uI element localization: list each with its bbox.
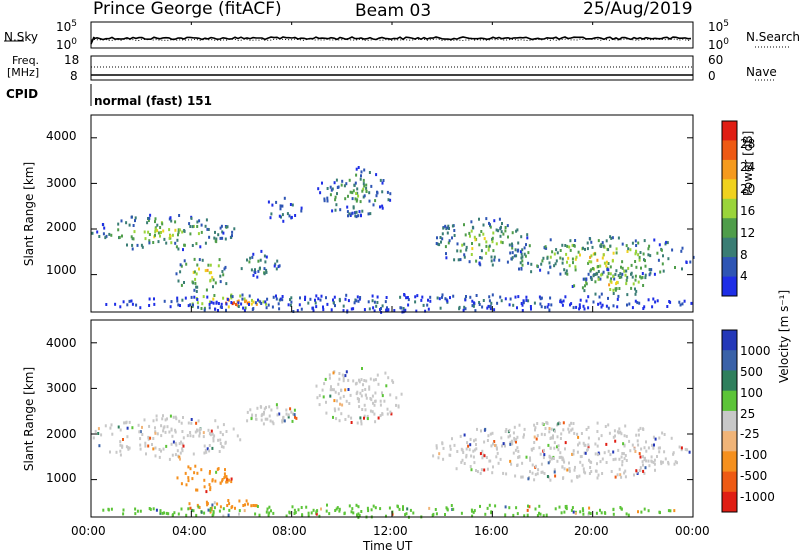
date-title: 25/Aug/2019 (583, 0, 693, 19)
vel-cbar-tick-25: 25 (740, 407, 756, 421)
nsearch-tick-top: 105 (708, 19, 730, 34)
x-tick-1: 04:00 (172, 524, 207, 538)
power-cbar-tick-12: 12 (740, 226, 756, 240)
vel-echo-region-5 (432, 421, 691, 483)
power-cbar-tick-8: 8 (740, 248, 748, 262)
power-colorbar-swatch-0 (722, 121, 737, 141)
freq-tick-bottom: 8 (70, 69, 78, 83)
vel-echo-region-4 (315, 367, 403, 426)
vel-echo-region-6 (102, 503, 676, 519)
vel-echo-region-0 (92, 414, 242, 461)
nsearch-tick-bottom: 100 (708, 37, 730, 52)
power-colorbar-swatch-7 (722, 257, 737, 277)
power-ytick-4000: 4000 (46, 129, 77, 143)
freq-tick-top: 18 (64, 53, 80, 67)
power-colorbar-swatch-3 (722, 179, 737, 200)
vel-cbar-tick-500: 500 (740, 365, 763, 379)
power-cbar-tick-16: 16 (740, 204, 756, 218)
power-echo-region-3 (240, 249, 281, 279)
power-colorbar (721, 120, 738, 297)
power-ytick-1000: 1000 (46, 263, 77, 277)
nsky-tick-top: 105 (56, 19, 78, 34)
power-colorbar-swatch-5 (722, 218, 737, 239)
vel-colorbar-swatch-6 (722, 451, 737, 472)
x-tick-5: 20:00 (574, 524, 609, 538)
vel-cbar-tick-m1000: -1000 (740, 490, 775, 504)
vel-colorbar-frame (721, 329, 738, 513)
power-colorbar-swatch-4 (722, 198, 737, 219)
vel-colorbar-swatch-7 (722, 471, 737, 493)
power-cbar-tick-20: 20 (740, 182, 756, 196)
power-echo-region-0 (91, 213, 236, 252)
power-ytick-3000: 3000 (46, 176, 77, 190)
power-echo-region-5 (317, 166, 392, 219)
power-echo-region-4 (267, 196, 303, 223)
vel-panel-frame (90, 319, 694, 518)
vel-ytick-1000: 1000 (46, 471, 77, 485)
power-echo-region-6 (435, 217, 529, 267)
x-tick-0: 00:00 (71, 524, 106, 538)
vel-colorbar-swatch-3 (722, 390, 737, 412)
vel-cbar-tick-100: 100 (740, 386, 763, 400)
vel-cbar-label: Velocity [m s⁻¹] (777, 289, 791, 383)
beam-title: Beam 03 (355, 1, 432, 21)
power-colorbar-frame (721, 120, 738, 297)
power-ytick-2000: 2000 (46, 220, 77, 234)
vel-cbar-tick-m25: -25 (740, 427, 760, 441)
vel-colorbar-swatch-4 (722, 410, 737, 432)
nsky-tick-bottom: 100 (56, 37, 78, 52)
x-axis-label: Time UT (363, 539, 413, 553)
x-tick-6: 00:00 (675, 524, 710, 538)
power-colorbar-swatch-1 (722, 140, 737, 161)
vel-colorbar-swatch-8 (722, 491, 737, 513)
station-title: Prince George (fitACF) (93, 0, 282, 19)
power-cbar-tick-28: 28 (740, 137, 756, 151)
power-echo-region-7 (506, 235, 695, 281)
power-echo-region-1 (175, 257, 228, 293)
power-colorbar-swatch-6 (722, 237, 737, 258)
vel-colorbar-swatch-0 (722, 330, 737, 351)
vel-colorbar-swatch-1 (722, 350, 737, 371)
power-cbar-tick-24: 24 (740, 160, 756, 174)
x-tick-2: 08:00 (272, 524, 307, 538)
vel-ytick-4000: 4000 (46, 336, 77, 350)
power-colorbar-swatch-2 (722, 159, 737, 180)
nave-tick-top: 60 (708, 53, 724, 67)
freq-label: Freq. (12, 54, 40, 67)
vel-ytick-2000: 2000 (46, 427, 77, 441)
power-cbar-tick-4: 4 (740, 269, 748, 283)
cpid-label: CPID (6, 87, 39, 101)
vel-colorbar-swatch-5 (722, 431, 737, 452)
freq-unit-label: [MHz] (7, 66, 40, 79)
power-ylabel: Slant Range [km] (22, 161, 37, 267)
vel-cbar-tick-1000: 1000 (740, 344, 771, 358)
vel-ylabel: Slant Range [km] (22, 366, 37, 472)
x-tick-3: 12:00 (373, 524, 408, 538)
power-panel-frame (90, 114, 694, 313)
vel-echo-region-3 (246, 403, 298, 426)
nsky-trace (90, 36, 692, 45)
nave-tick-bottom: 0 (708, 69, 716, 83)
freq-panel-frame (90, 55, 694, 81)
power-echo-region-8 (571, 268, 647, 298)
nsearch-label: N.Search (746, 30, 800, 44)
vel-colorbar (721, 329, 738, 513)
vel-cbar-tick-m100: -100 (740, 448, 768, 462)
vel-ytick-3000: 3000 (46, 381, 77, 395)
vel-colorbar-swatch-2 (722, 370, 737, 392)
vel-cbar-tick-m500: -500 (740, 469, 768, 483)
power-cbar-label: Power [dB] (741, 130, 755, 196)
vel-echo-region-1 (176, 464, 233, 494)
nsky-label: N.Sky (4, 30, 39, 44)
power-colorbar-swatch-8 (722, 276, 737, 297)
cpid-text: normal (fast) 151 (94, 94, 212, 108)
x-tick-4: 16:00 (474, 524, 509, 538)
nave-label: Nave (746, 65, 777, 79)
nsearch-trace (90, 38, 692, 42)
nsky-panel-frame (90, 21, 694, 49)
